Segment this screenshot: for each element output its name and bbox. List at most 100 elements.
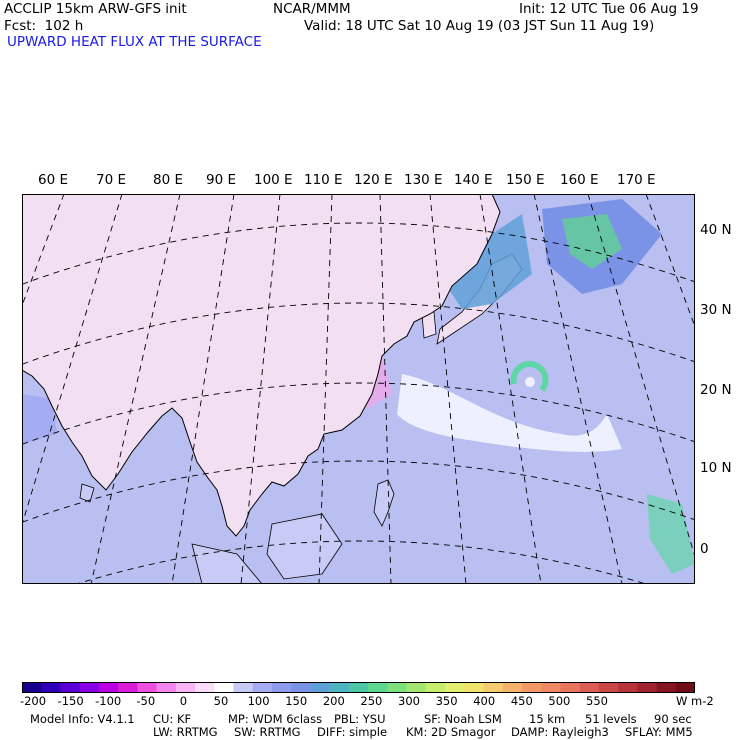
colorbar-tick-label: 0 xyxy=(179,694,188,708)
lat-label: 10 N xyxy=(700,460,732,476)
lat-label: 30 N xyxy=(700,302,732,318)
map-frame xyxy=(22,194,695,584)
lat-label: 20 N xyxy=(700,382,732,398)
lon-label: 90 E xyxy=(206,172,236,188)
model-title: ACCLIP 15km ARW-GFS init xyxy=(4,1,187,17)
colorbar-swatch xyxy=(579,682,600,693)
info-mp: MP: WDM 6class xyxy=(228,712,323,726)
colorbar-swatch xyxy=(195,682,215,693)
colorbar-swatch xyxy=(41,682,61,693)
colorbar-swatch xyxy=(406,682,427,693)
sea-of-japan-flux xyxy=(432,214,532,309)
colorbar-tick-label: 300 xyxy=(398,694,420,708)
info-sw: SW: RRTMG xyxy=(234,725,301,739)
lon-label: 110 E xyxy=(304,172,343,188)
colorbar-tick-label: 250 xyxy=(360,694,383,708)
colorbar-swatch xyxy=(252,682,273,693)
colorbar-tick-label: 500 xyxy=(548,694,571,708)
info-levels: 51 levels xyxy=(585,712,637,726)
init-time: Init: 12 UTC Tue 06 Aug 19 xyxy=(519,1,699,17)
ocean-low-flux xyxy=(397,374,622,452)
center-label: NCAR/MMM xyxy=(273,1,351,17)
colorbar-tick-label: -200 xyxy=(19,694,47,708)
info-sflay: SFLAY: MM5 xyxy=(625,725,693,739)
heat-flux-map xyxy=(22,194,695,584)
colorbar-swatch xyxy=(445,682,465,693)
lon-label: 170 E xyxy=(617,172,656,188)
forecast-hour: Fcst: 102 h xyxy=(4,18,84,34)
colorbar-swatch xyxy=(502,682,523,693)
graticule xyxy=(22,194,695,584)
colorbar-swatch xyxy=(387,682,407,693)
colorbar-swatch xyxy=(560,682,580,693)
info-lw: LW: RRTMG xyxy=(153,725,218,739)
lat-label: 0 xyxy=(700,541,709,557)
colorbar-swatch xyxy=(329,682,350,693)
colorbar-tick-label: 350 xyxy=(435,694,458,708)
colorbar-tick-label: 100 xyxy=(247,694,270,708)
colorbar xyxy=(22,682,695,693)
sumatra-land xyxy=(191,543,263,584)
colorbar-swatch xyxy=(118,682,138,693)
colorbar-swatch xyxy=(425,682,446,693)
sri-lanka-land xyxy=(79,483,95,503)
colorbar-swatch xyxy=(60,682,80,693)
info-sf: SF: Noah LSM xyxy=(424,712,502,726)
info-pbl: PBL: YSU xyxy=(334,712,386,726)
colorbar-swatch xyxy=(175,682,196,693)
colorbar-tick-label: 400 xyxy=(473,694,496,708)
info-diff: DIFF: simple xyxy=(317,725,388,739)
colorbar-swatch xyxy=(675,682,695,693)
colorbar-tick-label: 450 xyxy=(510,694,533,708)
colorbar-tick-label: -150 xyxy=(57,694,84,708)
colorbar-swatch xyxy=(464,682,484,693)
colorbar-units: W m-2 xyxy=(676,694,714,708)
colorbar-swatch xyxy=(291,682,311,693)
field-title: UPWARD HEAT FLUX AT THE SURFACE xyxy=(7,34,262,50)
valid-time: Valid: 18 UTC Sat 10 Aug 19 (03 JST Sun … xyxy=(304,18,655,34)
typhoon-swirl xyxy=(508,360,552,404)
colorbar-swatch xyxy=(271,682,292,693)
lon-label: 160 E xyxy=(560,172,599,188)
colorbar-swatch xyxy=(656,682,677,693)
colorbar-swatch xyxy=(22,682,42,693)
lon-label: 120 E xyxy=(354,172,393,188)
info-res: 15 km xyxy=(529,712,566,726)
colorbar-swatch xyxy=(598,682,619,693)
colorbar-swatch xyxy=(310,682,330,693)
colorbar-swatch xyxy=(214,682,234,693)
lon-label: 80 E xyxy=(153,172,183,188)
colorbar-swatch xyxy=(368,682,388,693)
colorbar-swatch xyxy=(156,682,177,693)
borneo-land xyxy=(266,513,343,580)
colorbar-swatch xyxy=(618,682,638,693)
colorbar-tick-label: 50 xyxy=(213,694,229,708)
colorbar-tick-label: 550 xyxy=(586,694,608,708)
colorbar-tick-label: 200 xyxy=(322,694,345,708)
colorbar-swatch xyxy=(137,682,157,693)
colorbar-swatch xyxy=(79,682,100,693)
info-cu: CU: KF xyxy=(153,712,192,726)
colorbar-tick-label: 150 xyxy=(285,694,308,708)
colorbar-swatch xyxy=(541,682,561,693)
lon-label: 100 E xyxy=(254,172,293,188)
lon-label: 60 E xyxy=(38,172,68,188)
colorbar-swatch xyxy=(637,682,657,693)
info-timestep: 90 sec xyxy=(654,712,692,726)
lon-label: 150 E xyxy=(506,172,545,188)
info-version: Model Info: V4.1.1 xyxy=(30,712,135,726)
colorbar-swatch xyxy=(98,682,119,693)
colorbar-swatch xyxy=(348,682,369,693)
equatorial-flux xyxy=(647,494,695,574)
lon-label: 70 E xyxy=(96,172,126,188)
colorbar-tick-label: -50 xyxy=(136,694,156,708)
lat-label: 40 N xyxy=(700,222,732,238)
colorbar-tick-label: -100 xyxy=(95,694,122,708)
lon-label: 140 E xyxy=(454,172,493,188)
lon-label: 130 E xyxy=(404,172,443,188)
colorbar-swatch xyxy=(521,682,542,693)
info-damp: DAMP: Rayleigh3 xyxy=(511,725,609,739)
colorbar-swatch xyxy=(483,682,504,693)
colorbar-swatch xyxy=(233,682,254,693)
info-km: KM: 2D Smagor xyxy=(406,725,496,739)
